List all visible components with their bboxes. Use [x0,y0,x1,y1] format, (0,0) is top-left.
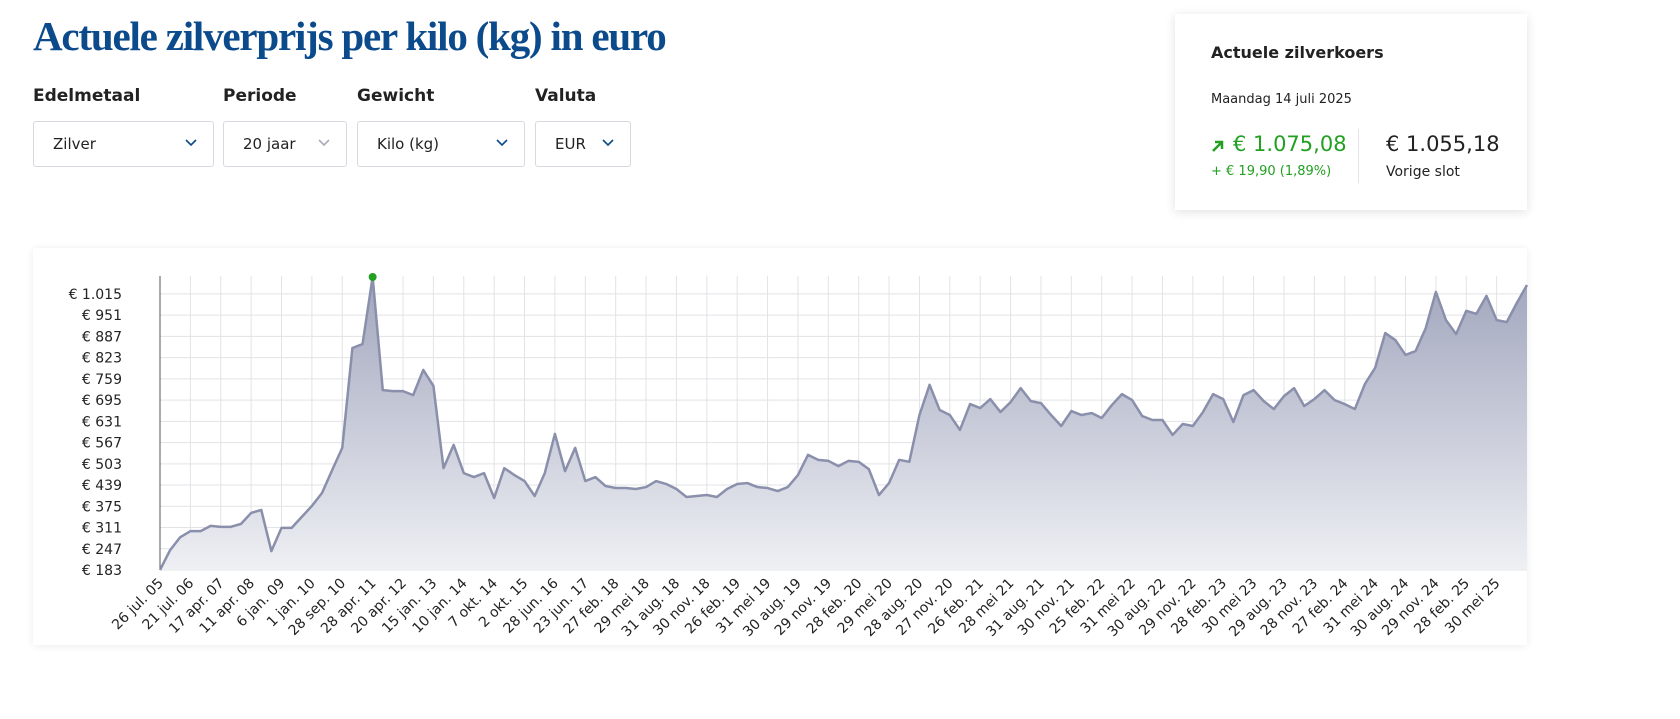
filter-label: Gewicht [357,86,435,106]
dropdown[interactable]: 20 jaar [223,121,347,167]
y-tick-label: € 503 [82,457,122,473]
y-tick-label: € 951 [82,308,122,324]
divider [1358,129,1359,183]
y-tick-label: € 695 [82,393,122,409]
line [158,275,1529,571]
quote-price: € 1.075,08 [1233,132,1347,156]
y-tick-label: € 183 [82,563,122,579]
page-title: Actuele zilverprijs per kilo (kg) in eur… [33,13,667,59]
area [160,276,1527,570]
y-tick-label: € 247 [82,542,122,558]
y-tick-label: € 887 [82,329,122,345]
chevron [185,139,197,147]
previous-price: € 1.055,18 [1386,132,1500,156]
y-tick-label: € 311 [82,521,122,537]
filter-label: Periode [223,86,297,106]
dropdown-value: Kilo (kg) [377,135,440,153]
dropdown[interactable]: EUR [535,121,631,167]
up-arrow [1212,140,1224,152]
chevron [318,139,330,147]
dropdown-value: EUR [555,135,586,153]
quote-card: Actuele zilverkoers Maandag 14 juli 2025… [1175,14,1527,210]
dropdown-value: Zilver [53,135,96,153]
y-tick-label: € 439 [82,478,122,494]
chevron [602,139,614,147]
y-tick-label: € 759 [82,372,122,388]
dropdown[interactable]: Zilver [33,121,214,167]
y-tick-label: € 823 [82,351,122,367]
dropdown[interactable]: Kilo (kg) [357,121,525,167]
quote-date: Maandag 14 juli 2025 [1211,92,1352,107]
y-tick-label: € 567 [82,436,122,452]
filter-label: Edelmetaal [33,86,141,106]
dropdown-value: 20 jaar [243,135,296,153]
y-tick-label: € 375 [82,499,122,515]
quote-change: + € 19,90 (1,89%) [1211,164,1332,179]
y-tick-label: € 1.015 [69,287,122,303]
filter-label: Valuta [535,86,597,106]
chevron [496,139,508,147]
peak-marker [368,272,377,281]
y-tick-label: € 631 [82,414,122,430]
quote-title: Actuele zilverkoers [1211,43,1384,62]
previous-label: Vorige slot [1386,164,1460,180]
